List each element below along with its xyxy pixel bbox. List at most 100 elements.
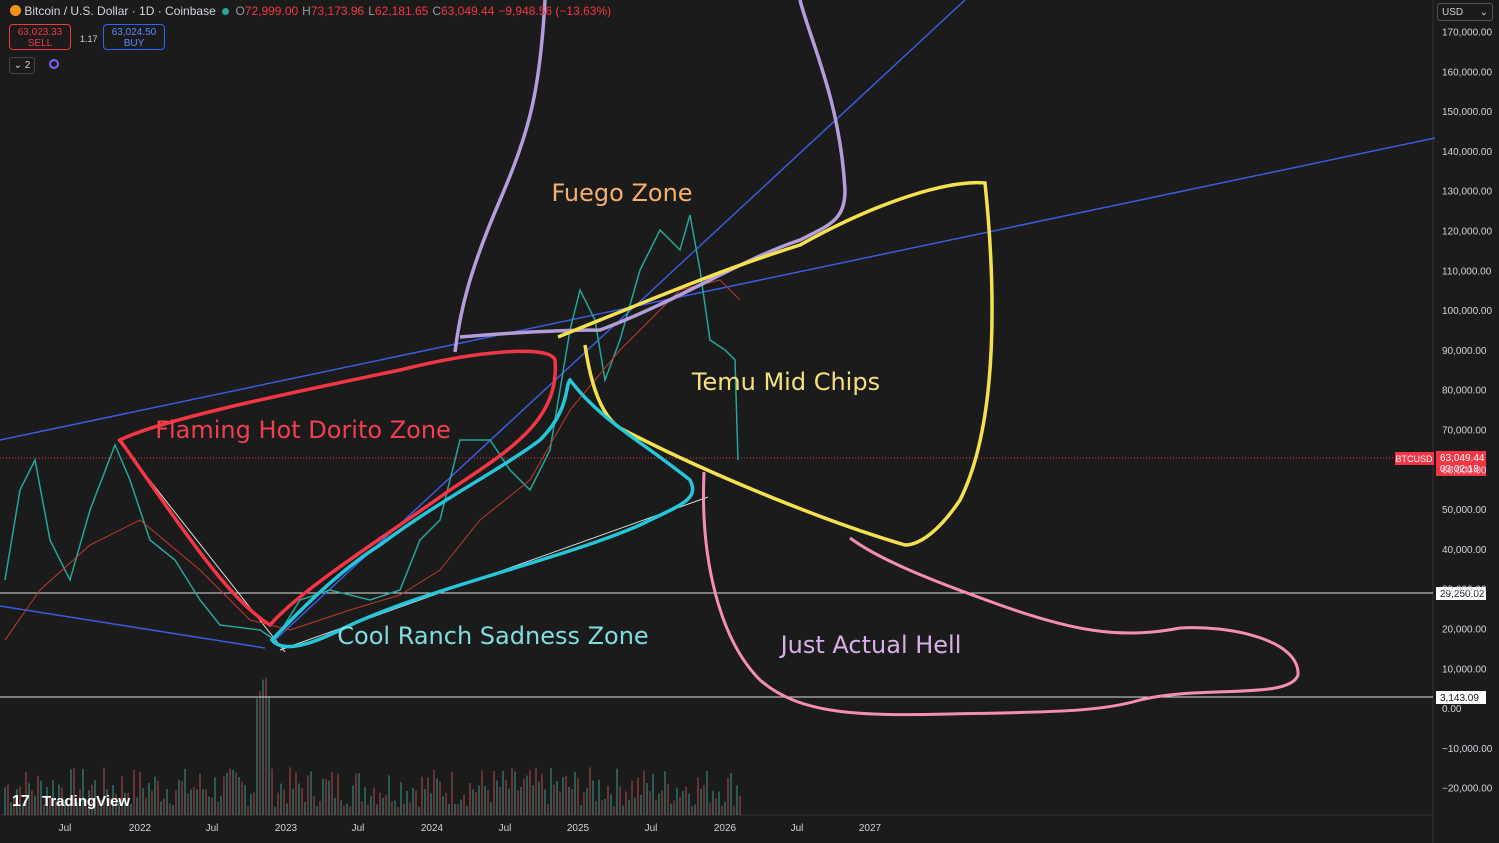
- price-axis-label: 10,000.00: [1442, 664, 1487, 675]
- volume-bar: [424, 788, 426, 815]
- volume-bar: [106, 789, 108, 815]
- volume-bar: [112, 785, 114, 815]
- volume-bar: [421, 776, 423, 815]
- volume-bar: [289, 767, 291, 815]
- volume-bar: [340, 800, 342, 815]
- coin-icon: [10, 5, 21, 16]
- buy-label: BUY: [123, 38, 145, 49]
- volume-bar: [565, 775, 567, 815]
- volume-bar: [517, 790, 519, 815]
- volume-bar: [184, 768, 186, 815]
- annotation: Cool Ranch Sadness Zone: [337, 622, 648, 650]
- volume-bar: [31, 790, 33, 815]
- volume-bar: [409, 802, 411, 815]
- volume-bar: [676, 787, 678, 815]
- buy-button[interactable]: 63,024.50 BUY: [103, 24, 165, 50]
- symbol-tag-label: BTCUSD: [1395, 454, 1433, 464]
- indicator-icon[interactable]: [49, 59, 59, 69]
- volume-bar: [274, 806, 276, 815]
- price-axis-label: −10,000.00: [1442, 744, 1493, 755]
- volume-bar: [64, 799, 66, 815]
- time-axis-label: 2026: [714, 823, 737, 834]
- volume-bar: [688, 793, 690, 815]
- volume-bar: [592, 780, 594, 815]
- volume-bar: [433, 769, 435, 815]
- volume-bar: [109, 797, 111, 815]
- volume-bar: [562, 776, 564, 815]
- volume-bar: [466, 805, 468, 815]
- currency: USD: [1442, 7, 1464, 18]
- volume-bar: [349, 806, 351, 815]
- volume-bar: [610, 794, 612, 815]
- market-status: [222, 8, 230, 15]
- volume-bar: [727, 777, 729, 815]
- trend-line: [0, 137, 1436, 441]
- annotation: Flaming Hot Dorito Zone: [155, 416, 451, 444]
- volume-bar: [34, 795, 36, 815]
- ohlc-label: O: [235, 4, 245, 18]
- volume-bar: [736, 785, 738, 815]
- currency-select[interactable]: USD ⌄: [1437, 3, 1493, 21]
- price-axis-label: 150,000.00: [1442, 107, 1492, 118]
- line-tag-label: 29,250.02: [1440, 589, 1485, 600]
- volume-bar: [73, 768, 75, 815]
- volume-bar: [643, 770, 645, 815]
- freehand: [702, 471, 1300, 717]
- ohlc-value: 62,181.65: [374, 4, 429, 18]
- volume-bar: [91, 784, 93, 815]
- last-price-tag: [1436, 451, 1486, 476]
- volume-bar: [655, 799, 657, 815]
- volume-bar: [418, 806, 420, 815]
- volume-bar: [151, 790, 153, 815]
- volume-bar: [256, 698, 258, 815]
- volume-bar: [487, 790, 489, 815]
- volume-bar: [463, 794, 465, 815]
- ohlc: O72,999.00 H73,173.96 L62,181.65 C63,049.44…: [235, 4, 615, 18]
- volume-bar: [238, 777, 240, 815]
- volume-bar: [94, 780, 96, 815]
- volume-bar: [268, 696, 270, 815]
- price-axis-label: 130,000.00: [1442, 187, 1492, 198]
- volume-bar: [325, 779, 327, 815]
- volume-bar: [334, 797, 336, 815]
- volume-bar: [37, 775, 39, 815]
- volume-bar: [28, 783, 30, 815]
- volume-bar: [346, 803, 348, 815]
- volume-bar: [241, 781, 243, 815]
- volume-bar: [700, 788, 702, 815]
- volume-bar: [58, 784, 60, 815]
- annotation: Just Actual Hell: [779, 631, 962, 659]
- volume-bar: [265, 677, 267, 815]
- volume-bar: [382, 797, 384, 815]
- volume-bar: [196, 789, 198, 815]
- volume-bar: [469, 782, 471, 815]
- indicators-toggle[interactable]: ⌄ 2: [9, 57, 35, 74]
- volume-bar: [718, 791, 720, 815]
- price-axis-label: 20,000.00: [1442, 625, 1487, 636]
- volume-bar: [604, 798, 606, 815]
- indicator-count: 2: [24, 60, 31, 71]
- volume-bar: [55, 800, 57, 815]
- time-axis-label: Jul: [791, 823, 804, 834]
- volume-bar: [376, 804, 378, 815]
- volume-bar: [292, 788, 294, 815]
- volume-bar: [586, 788, 588, 815]
- ohlc-value: 73,173.96: [310, 4, 365, 18]
- volume-bar: [694, 804, 696, 815]
- volume-bar: [445, 792, 447, 815]
- volume-bar: [103, 767, 105, 815]
- volume-bar: [454, 803, 456, 815]
- time-axis-label: 2023: [275, 823, 298, 834]
- time-axis-label: Jul: [499, 823, 512, 834]
- volume-bar: [649, 791, 651, 815]
- spread: 1.17: [80, 34, 98, 44]
- sell-button[interactable]: 63,023.33 SELL: [9, 24, 71, 50]
- volume-bar: [607, 785, 609, 815]
- volume-bar: [133, 769, 135, 815]
- volume-bar: [559, 791, 561, 815]
- volume-bar: [598, 779, 600, 815]
- volume-bar: [439, 781, 441, 815]
- ohlc-value: 72,999.00: [244, 4, 299, 18]
- volume-bar: [367, 804, 369, 815]
